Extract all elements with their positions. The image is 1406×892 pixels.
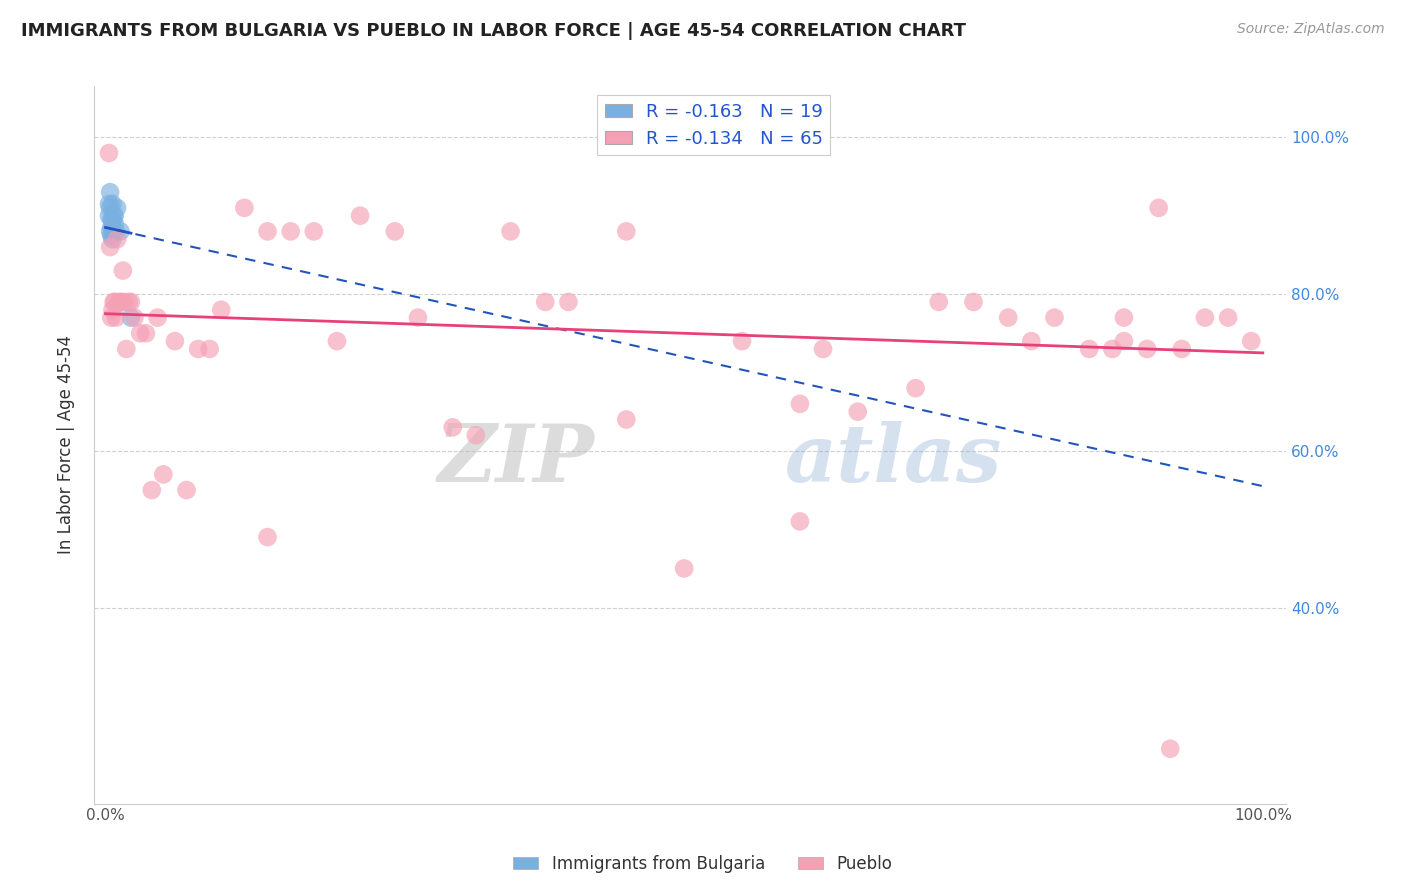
Point <box>104 224 127 238</box>
Point <box>118 294 141 309</box>
Point <box>98 201 121 215</box>
Point <box>1216 310 1239 325</box>
Text: ZIP: ZIP <box>437 421 595 498</box>
Point <box>100 220 122 235</box>
Point <box>1171 342 1194 356</box>
Point <box>98 185 121 199</box>
Point <box>928 294 950 309</box>
Point <box>98 197 121 211</box>
Point <box>1136 342 1159 356</box>
Point <box>1240 334 1263 348</box>
Point <box>98 209 121 223</box>
Point <box>101 232 124 246</box>
Point <box>141 483 163 497</box>
Point <box>1112 310 1135 325</box>
Point <box>280 224 302 238</box>
Point <box>499 224 522 238</box>
Y-axis label: In Labor Force | Age 45-54: In Labor Force | Age 45-54 <box>58 335 75 555</box>
Point <box>962 294 984 309</box>
Legend: R = -0.163   N = 19, R = -0.134   N = 65: R = -0.163 N = 19, R = -0.134 N = 65 <box>598 95 831 155</box>
Point <box>100 212 122 227</box>
Point <box>1043 310 1066 325</box>
Point <box>111 263 134 277</box>
Point <box>441 420 464 434</box>
Point <box>101 212 124 227</box>
Point <box>104 217 127 231</box>
Point <box>124 310 146 325</box>
Point <box>187 342 209 356</box>
Point <box>997 310 1019 325</box>
Point <box>406 310 429 325</box>
Point <box>120 294 142 309</box>
Point <box>115 342 138 356</box>
Point <box>129 326 152 341</box>
Point <box>146 310 169 325</box>
Point <box>789 397 811 411</box>
Point <box>103 224 125 238</box>
Point <box>1147 201 1170 215</box>
Point <box>1112 334 1135 348</box>
Point <box>100 228 122 243</box>
Point <box>256 224 278 238</box>
Point <box>789 515 811 529</box>
Point <box>105 201 128 215</box>
Point <box>198 342 221 356</box>
Point <box>110 224 132 238</box>
Point <box>103 209 125 223</box>
Point <box>534 294 557 309</box>
Point <box>614 224 637 238</box>
Text: IMMIGRANTS FROM BULGARIA VS PUEBLO IN LABOR FORCE | AGE 45-54 CORRELATION CHART: IMMIGRANTS FROM BULGARIA VS PUEBLO IN LA… <box>21 22 966 40</box>
Point <box>904 381 927 395</box>
Point <box>110 294 132 309</box>
Point <box>103 294 125 309</box>
Point <box>1101 342 1123 356</box>
Point <box>98 146 121 161</box>
Point <box>152 467 174 482</box>
Point <box>233 201 256 215</box>
Point <box>163 334 186 348</box>
Point <box>302 224 325 238</box>
Point <box>209 302 232 317</box>
Point <box>557 294 579 309</box>
Point <box>98 224 121 238</box>
Point <box>112 294 135 309</box>
Point <box>100 310 122 325</box>
Point <box>811 342 834 356</box>
Text: atlas: atlas <box>786 421 1002 498</box>
Point <box>1021 334 1043 348</box>
Point <box>384 224 406 238</box>
Point <box>1078 342 1101 356</box>
Point <box>98 240 121 254</box>
Point <box>673 561 696 575</box>
Point <box>108 294 131 309</box>
Point <box>326 334 349 348</box>
Point <box>464 428 486 442</box>
Point <box>1159 741 1181 756</box>
Point <box>105 232 128 246</box>
Legend: Immigrants from Bulgaria, Pueblo: Immigrants from Bulgaria, Pueblo <box>506 848 900 880</box>
Point <box>1194 310 1216 325</box>
Point <box>101 302 124 317</box>
Point <box>614 412 637 426</box>
Point <box>101 197 124 211</box>
Point <box>846 405 869 419</box>
Point <box>176 483 198 497</box>
Point <box>104 209 127 223</box>
Point <box>256 530 278 544</box>
Point <box>104 294 127 309</box>
Point <box>120 310 142 325</box>
Point <box>104 310 127 325</box>
Point <box>349 209 371 223</box>
Point <box>731 334 754 348</box>
Point <box>135 326 157 341</box>
Text: Source: ZipAtlas.com: Source: ZipAtlas.com <box>1237 22 1385 37</box>
